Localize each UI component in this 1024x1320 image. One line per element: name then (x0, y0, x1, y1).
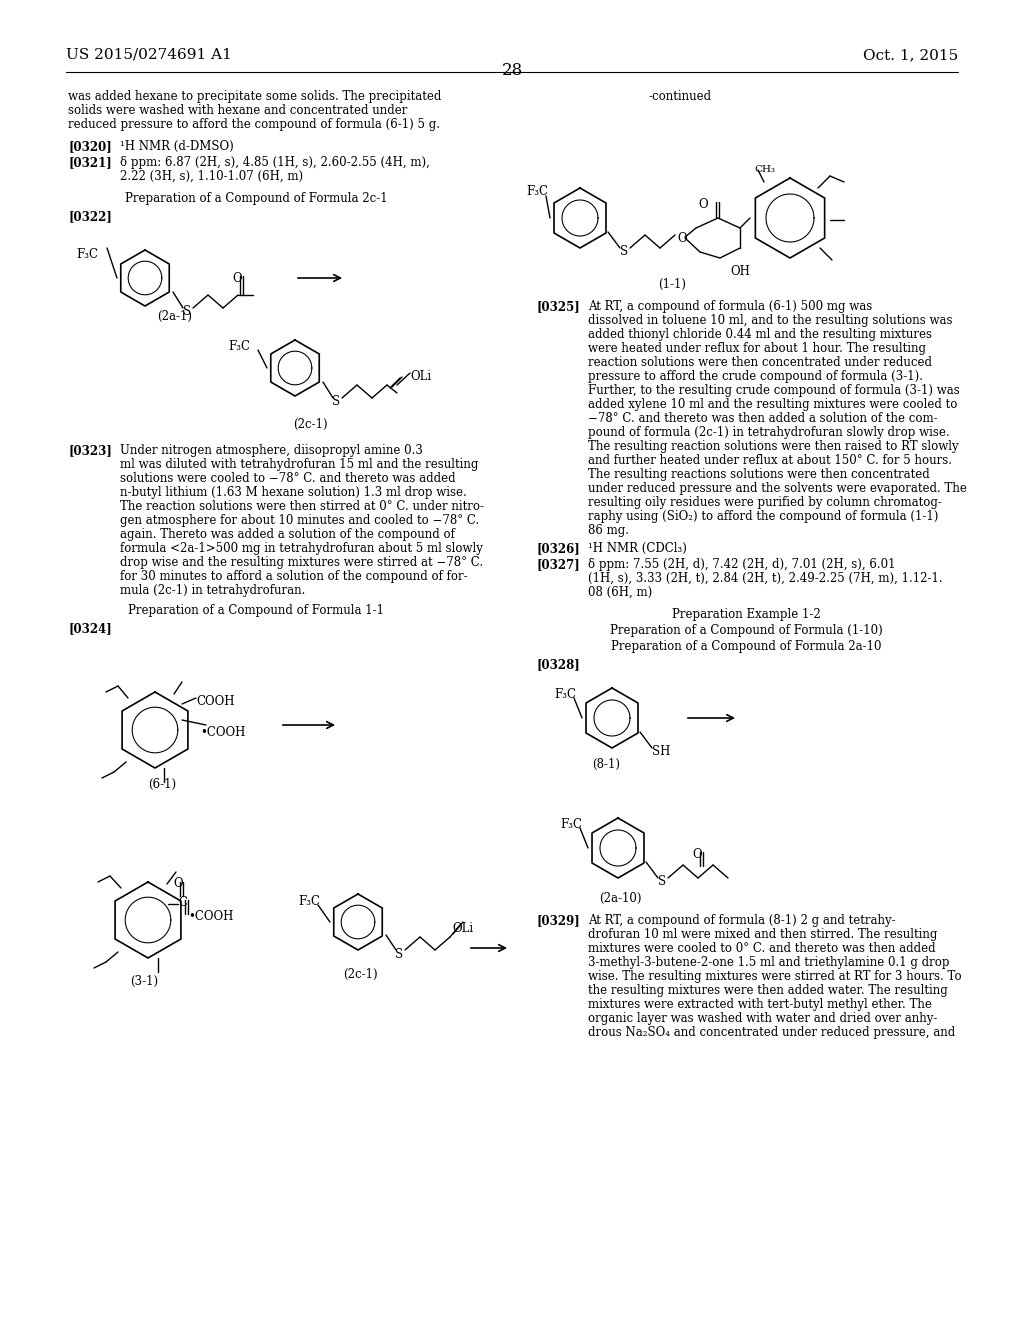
Text: raphy using (SiO₂) to afford the compound of formula (1-1): raphy using (SiO₂) to afford the compoun… (588, 510, 938, 523)
Text: [0322]: [0322] (68, 210, 112, 223)
Text: Preparation of a Compound of Formula (1-10): Preparation of a Compound of Formula (1-… (609, 624, 883, 638)
Text: reaction solutions were then concentrated under reduced: reaction solutions were then concentrate… (588, 356, 932, 370)
Text: The resulting reactions solutions were then concentrated: The resulting reactions solutions were t… (588, 469, 930, 480)
Text: COOH: COOH (196, 696, 234, 708)
Text: OLi: OLi (410, 370, 431, 383)
Text: [0326]: [0326] (536, 543, 580, 554)
Text: •COOH: •COOH (188, 909, 233, 923)
Text: 28: 28 (502, 62, 522, 79)
Text: n-butyl lithium (1.63 M hexane solution) 1.3 ml drop wise.: n-butyl lithium (1.63 M hexane solution)… (120, 486, 467, 499)
Text: for 30 minutes to afford a solution of the compound of for-: for 30 minutes to afford a solution of t… (120, 570, 468, 583)
Text: ml was diluted with tetrahydrofuran 15 ml and the resulting: ml was diluted with tetrahydrofuran 15 m… (120, 458, 478, 471)
Text: O: O (173, 876, 182, 890)
Text: (1H, s), 3.33 (2H, t), 2.84 (2H, t), 2.49-2.25 (7H, m), 1.12-1.: (1H, s), 3.33 (2H, t), 2.84 (2H, t), 2.4… (588, 572, 943, 585)
Text: C: C (178, 896, 187, 909)
Text: F₃C: F₃C (554, 688, 575, 701)
Text: were heated under reflux for about 1 hour. The resulting: were heated under reflux for about 1 hou… (588, 342, 926, 355)
Text: OLi: OLi (452, 921, 473, 935)
Text: and further heated under reflux at about 150° C. for 5 hours.: and further heated under reflux at about… (588, 454, 952, 467)
Text: Preparation of a Compound of Formula 1-1: Preparation of a Compound of Formula 1-1 (128, 605, 384, 616)
Text: S: S (395, 948, 403, 961)
Text: [0324]: [0324] (68, 622, 112, 635)
Text: organic layer was washed with water and dried over anhy-: organic layer was washed with water and … (588, 1012, 937, 1026)
Text: −78° C. and thereto was then added a solution of the com-: −78° C. and thereto was then added a sol… (588, 412, 938, 425)
Text: formula <2a-1>500 mg in tetrahydrofuran about 5 ml slowly: formula <2a-1>500 mg in tetrahydrofuran … (120, 543, 483, 554)
Text: solids were washed with hexane and concentrated under: solids were washed with hexane and conce… (68, 104, 408, 117)
Text: 08 (6H, m): 08 (6H, m) (588, 586, 652, 599)
Text: added thionyl chloride 0.44 ml and the resulting mixtures: added thionyl chloride 0.44 ml and the r… (588, 327, 932, 341)
Text: mixtures were cooled to 0° C. and thereto was then added: mixtures were cooled to 0° C. and theret… (588, 942, 936, 954)
Text: [0327]: [0327] (536, 558, 580, 572)
Text: S: S (620, 246, 628, 257)
Text: dissolved in toluene 10 ml, and to the resulting solutions was: dissolved in toluene 10 ml, and to the r… (588, 314, 952, 327)
Text: SH: SH (652, 744, 671, 758)
Text: pound of formula (2c-1) in tetrahydrofuran slowly drop wise.: pound of formula (2c-1) in tetrahydrofur… (588, 426, 949, 440)
Text: 3-methyl-3-butene-2-one 1.5 ml and triethylamine 0.1 g drop: 3-methyl-3-butene-2-one 1.5 ml and triet… (588, 956, 949, 969)
Text: [0320]: [0320] (68, 140, 112, 153)
Text: (2c-1): (2c-1) (293, 418, 328, 432)
Text: O: O (677, 232, 687, 246)
Text: (6-1): (6-1) (148, 777, 176, 791)
Text: S: S (332, 395, 340, 408)
Text: S: S (658, 875, 667, 888)
Text: Further, to the resulting crude compound of formula (3-1) was: Further, to the resulting crude compound… (588, 384, 959, 397)
Text: ¹H NMR (d-DMSO): ¹H NMR (d-DMSO) (120, 140, 233, 153)
Text: 2.22 (3H, s), 1.10-1.07 (6H, m): 2.22 (3H, s), 1.10-1.07 (6H, m) (120, 170, 303, 183)
Text: F₃C: F₃C (526, 185, 548, 198)
Text: US 2015/0274691 A1: US 2015/0274691 A1 (66, 48, 231, 62)
Text: gen atmosphere for about 10 minutes and cooled to −78° C.: gen atmosphere for about 10 minutes and … (120, 513, 479, 527)
Text: F₃C: F₃C (298, 895, 319, 908)
Text: The reaction solutions were then stirred at 0° C. under nitro-: The reaction solutions were then stirred… (120, 500, 484, 513)
Text: added xylene 10 ml and the resulting mixtures were cooled to: added xylene 10 ml and the resulting mix… (588, 399, 957, 411)
Text: Under nitrogen atmosphere, diisopropyl amine 0.3: Under nitrogen atmosphere, diisopropyl a… (120, 444, 423, 457)
Text: Oct. 1, 2015: Oct. 1, 2015 (863, 48, 958, 62)
Text: (2a-10): (2a-10) (599, 892, 641, 906)
Text: OH: OH (730, 265, 750, 279)
Text: under reduced pressure and the solvents were evaporated. The: under reduced pressure and the solvents … (588, 482, 967, 495)
Text: S: S (183, 305, 191, 318)
Text: wise. The resulting mixtures were stirred at RT for 3 hours. To: wise. The resulting mixtures were stirre… (588, 970, 962, 983)
Text: -continued: -continued (648, 90, 712, 103)
Text: mixtures were extracted with tert-butyl methyl ether. The: mixtures were extracted with tert-butyl … (588, 998, 932, 1011)
Text: drous Na₂SO₄ and concentrated under reduced pressure, and: drous Na₂SO₄ and concentrated under redu… (588, 1026, 955, 1039)
Text: ¹H NMR (CDCl₃): ¹H NMR (CDCl₃) (588, 543, 687, 554)
Text: Preparation of a Compound of Formula 2c-1: Preparation of a Compound of Formula 2c-… (125, 191, 387, 205)
Text: (1-1): (1-1) (658, 279, 686, 290)
Text: [0325]: [0325] (536, 300, 580, 313)
Text: At RT, a compound of formula (8-1) 2 g and tetrahy-: At RT, a compound of formula (8-1) 2 g a… (588, 913, 896, 927)
Text: solutions were cooled to −78° C. and thereto was added: solutions were cooled to −78° C. and the… (120, 473, 456, 484)
Text: (2a-1): (2a-1) (158, 310, 193, 323)
Text: •COOH: •COOH (200, 726, 246, 739)
Text: [0323]: [0323] (68, 444, 112, 457)
Text: 86 mg.: 86 mg. (588, 524, 629, 537)
Text: F₃C: F₃C (228, 341, 250, 352)
Text: F₃C: F₃C (560, 818, 582, 832)
Text: again. Thereto was added a solution of the compound of: again. Thereto was added a solution of t… (120, 528, 455, 541)
Text: mula (2c-1) in tetrahydrofuran.: mula (2c-1) in tetrahydrofuran. (120, 583, 305, 597)
Text: δ ppm: 7.55 (2H, d), 7.42 (2H, d), 7.01 (2H, s), 6.01: δ ppm: 7.55 (2H, d), 7.42 (2H, d), 7.01 … (588, 558, 896, 572)
Text: was added hexane to precipitate some solids. The precipitated: was added hexane to precipitate some sol… (68, 90, 441, 103)
Text: drop wise and the resulting mixtures were stirred at −78° C.: drop wise and the resulting mixtures wer… (120, 556, 483, 569)
Text: δ ppm: 6.87 (2H, s), 4.85 (1H, s), 2.60-2.55 (4H, m),: δ ppm: 6.87 (2H, s), 4.85 (1H, s), 2.60-… (120, 156, 430, 169)
Text: O: O (232, 272, 242, 285)
Text: At RT, a compound of formula (6-1) 500 mg was: At RT, a compound of formula (6-1) 500 m… (588, 300, 872, 313)
Text: [0328]: [0328] (536, 657, 580, 671)
Text: Preparation Example 1-2: Preparation Example 1-2 (672, 609, 820, 620)
Text: (3-1): (3-1) (130, 975, 158, 987)
Text: pressure to afford the crude compound of formula (3-1).: pressure to afford the crude compound of… (588, 370, 923, 383)
Text: reduced pressure to afford the compound of formula (6-1) 5 g.: reduced pressure to afford the compound … (68, 117, 440, 131)
Text: O: O (692, 847, 701, 861)
Text: resulting oily residues were purified by column chromatog-: resulting oily residues were purified by… (588, 496, 942, 510)
Text: drofuran 10 ml were mixed and then stirred. The resulting: drofuran 10 ml were mixed and then stirr… (588, 928, 937, 941)
Text: O: O (698, 198, 708, 211)
Text: (2c-1): (2c-1) (343, 968, 377, 981)
Text: CH₃: CH₃ (754, 165, 775, 174)
Text: (8-1): (8-1) (592, 758, 620, 771)
Text: Preparation of a Compound of Formula 2a-10: Preparation of a Compound of Formula 2a-… (610, 640, 882, 653)
Text: [0321]: [0321] (68, 156, 112, 169)
Text: F₃C: F₃C (76, 248, 98, 261)
Text: The resulting reaction solutions were then raised to RT slowly: The resulting reaction solutions were th… (588, 440, 958, 453)
Text: the resulting mixtures were then added water. The resulting: the resulting mixtures were then added w… (588, 983, 948, 997)
Text: [0329]: [0329] (536, 913, 580, 927)
